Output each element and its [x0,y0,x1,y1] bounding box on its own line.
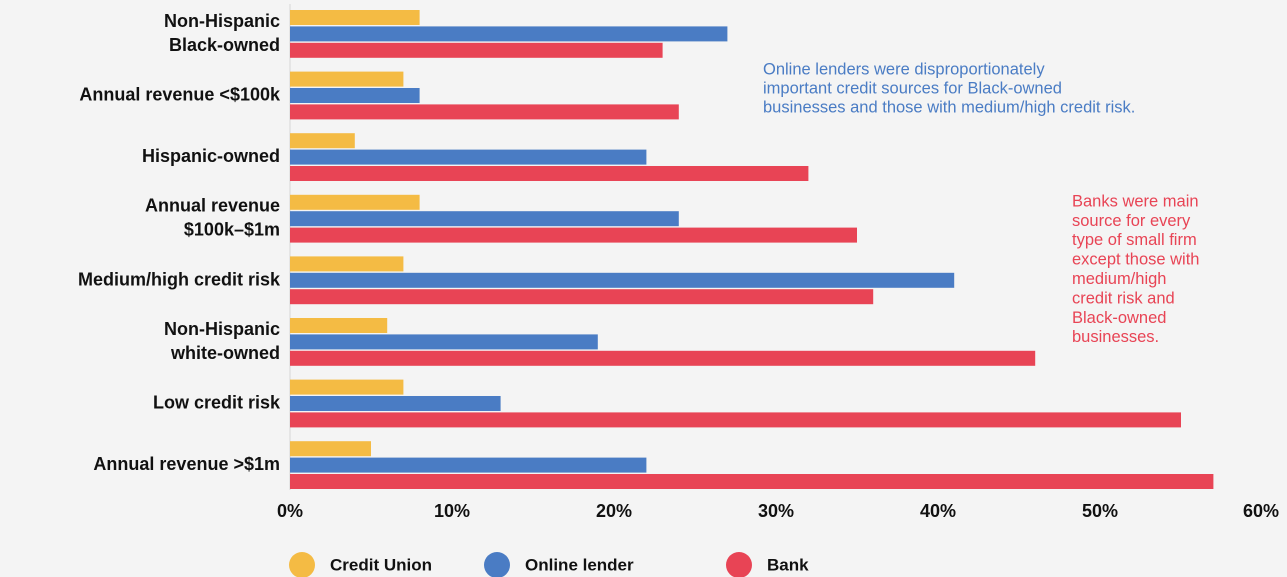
bar [290,133,355,149]
annotation: Black-owned [1072,309,1166,327]
bar [290,256,404,272]
legend-swatch [726,552,752,577]
bar [290,166,809,181]
category-label: Low credit risk [153,392,281,412]
bar [290,474,1214,489]
legend-label: Online lender [525,555,634,574]
category-label: Non-Hispanic white-owned [164,319,280,363]
legend-swatch [484,552,510,577]
annotation: businesses and those with medium/high cr… [763,98,1135,116]
legend-label: Credit Union [330,555,432,574]
annotation: type of small firm [1072,231,1197,249]
bar [290,412,1181,428]
bar [290,334,598,350]
bar [290,104,679,120]
bar [290,457,647,473]
bar [290,272,955,288]
annotation: source for every [1072,212,1191,230]
bar [290,318,388,333]
annotation: Banks were main [1072,192,1199,210]
annotation: Online lenders were disproportionately [763,60,1045,78]
x-tick-label: 40% [920,501,956,521]
annotation: except those with [1072,251,1200,269]
x-tick-label: 60% [1243,501,1279,521]
legend-swatch [289,552,315,577]
bar [290,211,679,227]
bar [290,350,1036,366]
bar [290,149,647,165]
annotation: credit risk and [1072,289,1175,307]
annotation: important credit sources for Black-owned [763,79,1062,97]
annotation: businesses. [1072,328,1159,346]
annotation: medium/high [1072,270,1166,288]
bar [290,227,857,243]
x-tick-label: 10% [434,501,470,521]
bar [290,441,371,457]
category-label: Non-Hispanic Black-owned [164,11,280,55]
bar [290,88,420,103]
bar [290,26,728,42]
bar [290,194,420,210]
x-tick-label: 50% [1082,501,1118,521]
x-tick-label: 30% [758,501,794,521]
bar [290,396,501,411]
category-label: Annual revenue <$100k [79,84,281,104]
bar [290,71,404,87]
bar [290,379,404,395]
bar [290,10,420,25]
legend-label: Bank [767,555,809,574]
bar [290,42,663,58]
category-label: Annual revenue $100k–$1m [145,195,280,239]
x-tick-label: 0% [277,501,303,521]
category-label: Medium/high credit risk [78,269,281,289]
x-tick-label: 20% [596,501,632,521]
category-label: Hispanic-owned [142,146,280,166]
bar [290,289,874,305]
category-label: Annual revenue >$1m [93,454,280,474]
